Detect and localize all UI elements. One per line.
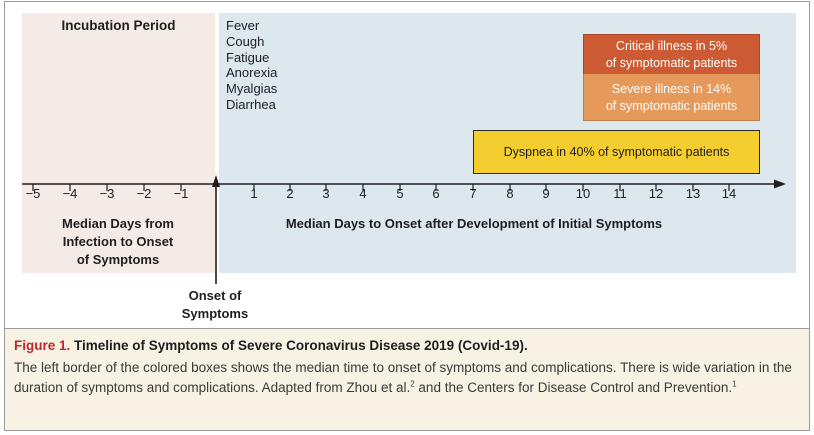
severe-illness-line-2: of symptomatic patients — [605, 99, 738, 113]
caption-title: Figure 1. Timeline of Symptoms of Severe… — [14, 338, 800, 353]
severe-illness-box: Severe illness in 14% of symptomatic pat… — [583, 74, 760, 121]
critical-illness-box: Critical illness in 5% of symptomatic pa… — [583, 34, 760, 74]
symptom-item: Anorexia — [226, 65, 278, 81]
caption-title-text: Timeline of Symptoms of Severe Coronavir… — [74, 338, 528, 353]
axis-tick-label: 8 — [506, 186, 514, 201]
incubation-period-title: Incubation Period — [61, 18, 176, 33]
symptom-item: Cough — [226, 33, 265, 49]
axis-tick-label: 2 — [286, 186, 294, 201]
figure-caption: Figure 1. Timeline of Symptoms of Severe… — [5, 328, 809, 430]
left-axis-title-line: Infection to Onset — [62, 234, 174, 249]
symptom-item: Myalgias — [226, 81, 278, 97]
caption-body: The left border of the colored boxes sho… — [14, 358, 800, 398]
axis-tick-label: −1 — [173, 186, 189, 201]
right-axis-title: Median Days to Onset after Development o… — [285, 216, 663, 231]
reference-superscript: 1 — [732, 379, 737, 389]
left-axis-title: Median Days from Infection to Onset of S… — [28, 215, 208, 269]
caption-figure-label: Figure 1. — [14, 338, 71, 353]
timeline-axis — [22, 175, 786, 284]
axis-tick-label: 12 — [648, 186, 664, 201]
tick-marks — [32, 184, 730, 191]
onset-label-line: Onset of — [188, 288, 242, 303]
severe-illness-line-1: Severe illness in 14% — [611, 82, 732, 96]
axis-tick-label: 6 — [432, 186, 440, 201]
axis-tick-label: −3 — [99, 186, 115, 201]
axis-tick-label: 7 — [469, 186, 477, 201]
axis-tick-label: 5 — [396, 186, 404, 201]
critical-illness-line-1: Critical illness in 5% — [615, 39, 728, 53]
axis-tick-label: 9 — [542, 186, 550, 201]
axis-tick-label: 3 — [322, 186, 330, 201]
caption-body-text: and the Centers for Disease Control and … — [414, 380, 733, 395]
symptom-item: Fatigue — [226, 49, 270, 65]
onset-label-line: Symptoms — [181, 306, 249, 321]
critical-illness-line-2: of symptomatic patients — [605, 56, 738, 70]
axis-tick-label: 13 — [685, 186, 701, 201]
reference-superscript: 2 — [410, 379, 415, 389]
symptom-item: Diarrhea — [226, 96, 276, 112]
dyspnea-box: Dyspnea in 40% of symptomatic patients — [473, 130, 760, 174]
axis-tick-label: 14 — [721, 186, 737, 201]
axis-tick-label: 4 — [359, 186, 367, 201]
axis-tick-label: −2 — [136, 186, 152, 201]
axis-tick-label: 10 — [575, 186, 591, 201]
axis-tick-label: −4 — [62, 186, 78, 201]
onset-of-symptoms-label: Onset of Symptoms — [160, 287, 270, 323]
symptom-list: Fever Cough Fatigue Anorexia Myalgias Di… — [226, 18, 277, 113]
left-axis-title-line: of Symptoms — [76, 252, 160, 267]
left-axis-title-line: Median Days from — [62, 216, 174, 231]
axis-tick-label: 11 — [613, 186, 627, 201]
onset-arrow-icon — [212, 175, 220, 187]
axis-tick-label: 1 — [250, 186, 258, 201]
axis-tick-label: −5 — [25, 186, 41, 201]
axis-arrow-icon — [774, 179, 786, 189]
caption-body-text: The left border of the colored boxes sho… — [14, 360, 792, 395]
symptom-item: Fever — [226, 18, 260, 33]
incubation-period-region — [22, 13, 215, 273]
